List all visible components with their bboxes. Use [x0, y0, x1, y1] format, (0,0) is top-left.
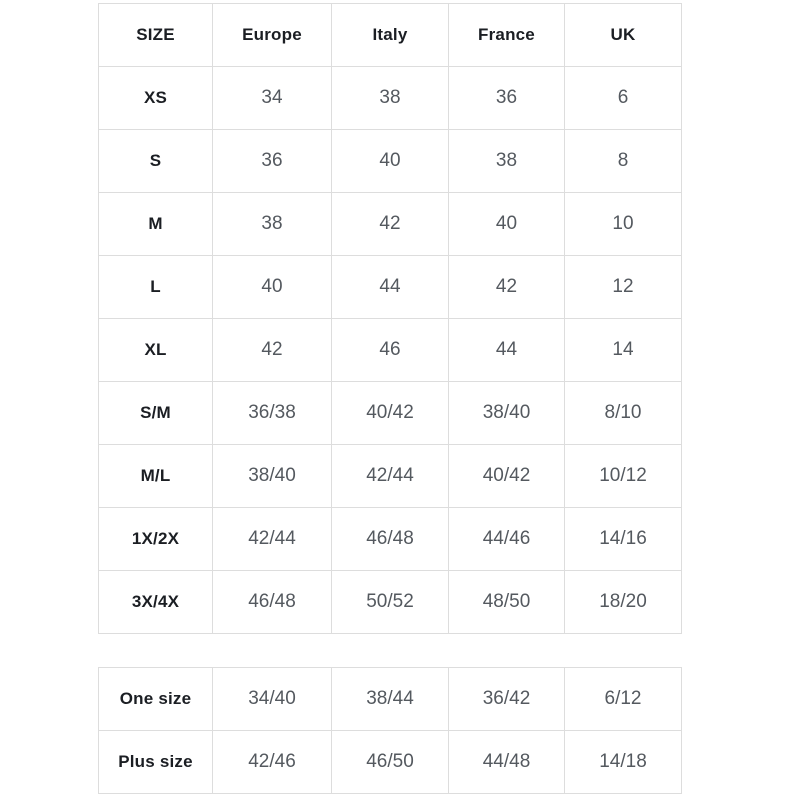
- table-row: One size 34/40 38/44 36/42 6/12: [98, 667, 682, 731]
- size-value-cell: 40/42: [331, 381, 449, 445]
- row-label: XS: [98, 66, 213, 130]
- size-value-cell: 40/42: [448, 444, 565, 508]
- size-value-cell: 36/38: [212, 381, 332, 445]
- size-value-cell: 46/48: [331, 507, 449, 571]
- column-header-europe: Europe: [212, 3, 332, 67]
- size-value-cell: 10: [564, 192, 682, 256]
- table-row: Plus size 42/46 46/50 44/48 14/18: [98, 730, 682, 794]
- size-value-cell: 42/44: [331, 444, 449, 508]
- row-label: 1X/2X: [98, 507, 213, 571]
- size-value-cell: 44/48: [448, 730, 565, 794]
- special-sizes-table: One size 34/40 38/44 36/42 6/12 Plus size 42/4…: [98, 667, 682, 794]
- column-header-france: France: [448, 3, 565, 67]
- size-value-cell: 8: [564, 129, 682, 193]
- row-label: L: [98, 255, 213, 319]
- size-value-cell: 42: [331, 192, 449, 256]
- size-value-cell: 10/12: [564, 444, 682, 508]
- size-value-cell: 6/12: [564, 667, 682, 731]
- table-row: XL 42 46 44 14: [98, 318, 682, 382]
- size-conversion-table: SIZE Europe Italy France UK XS 34 38 36 6 S 36 40 38 8…: [98, 3, 682, 634]
- size-value-cell: 18/20: [564, 570, 682, 634]
- header-row: SIZE Europe Italy France UK: [98, 3, 682, 67]
- size-value-cell: 12: [564, 255, 682, 319]
- table-row: S 36 40 38 8: [98, 129, 682, 193]
- row-label: M/L: [98, 444, 213, 508]
- row-label: S/M: [98, 381, 213, 445]
- size-value-cell: 42/46: [212, 730, 332, 794]
- size-value-cell: 44: [448, 318, 565, 382]
- table-row: M 38 42 40 10: [98, 192, 682, 256]
- column-header-uk: UK: [564, 3, 682, 67]
- size-value-cell: 14: [564, 318, 682, 382]
- table-row: M/L 38/40 42/44 40/42 10/12: [98, 444, 682, 508]
- size-value-cell: 38/40: [448, 381, 565, 445]
- row-label: One size: [98, 667, 213, 731]
- column-header-size: SIZE: [98, 3, 213, 67]
- table-row: 3X/4X 46/48 50/52 48/50 18/20: [98, 570, 682, 634]
- size-value-cell: 38/44: [331, 667, 449, 731]
- size-value-cell: 42/44: [212, 507, 332, 571]
- row-label: M: [98, 192, 213, 256]
- size-value-cell: 38: [448, 129, 565, 193]
- table-row: XS 34 38 36 6: [98, 66, 682, 130]
- column-header-italy: Italy: [331, 3, 449, 67]
- size-value-cell: 36/42: [448, 667, 565, 731]
- size-value-cell: 46: [331, 318, 449, 382]
- size-value-cell: 42: [448, 255, 565, 319]
- size-value-cell: 8/10: [564, 381, 682, 445]
- size-value-cell: 14/16: [564, 507, 682, 571]
- size-value-cell: 44/46: [448, 507, 565, 571]
- row-label: S: [98, 129, 213, 193]
- size-value-cell: 38/40: [212, 444, 332, 508]
- row-label: Plus size: [98, 730, 213, 794]
- size-value-cell: 40: [448, 192, 565, 256]
- size-value-cell: 36: [448, 66, 565, 130]
- size-value-cell: 38: [212, 192, 332, 256]
- size-value-cell: 48/50: [448, 570, 565, 634]
- size-value-cell: 6: [564, 66, 682, 130]
- row-label: 3X/4X: [98, 570, 213, 634]
- size-value-cell: 38: [331, 66, 449, 130]
- size-value-cell: 14/18: [564, 730, 682, 794]
- size-value-cell: 36: [212, 129, 332, 193]
- size-value-cell: 50/52: [331, 570, 449, 634]
- size-value-cell: 46/50: [331, 730, 449, 794]
- table-row: S/M 36/38 40/42 38/40 8/10: [98, 381, 682, 445]
- size-value-cell: 42: [212, 318, 332, 382]
- row-label: XL: [98, 318, 213, 382]
- size-value-cell: 44: [331, 255, 449, 319]
- size-value-cell: 34: [212, 66, 332, 130]
- size-value-cell: 40: [212, 255, 332, 319]
- table-row: 1X/2X 42/44 46/48 44/46 14/16: [98, 507, 682, 571]
- table-row: L 40 44 42 12: [98, 255, 682, 319]
- size-value-cell: 40: [331, 129, 449, 193]
- size-value-cell: 34/40: [212, 667, 332, 731]
- size-value-cell: 46/48: [212, 570, 332, 634]
